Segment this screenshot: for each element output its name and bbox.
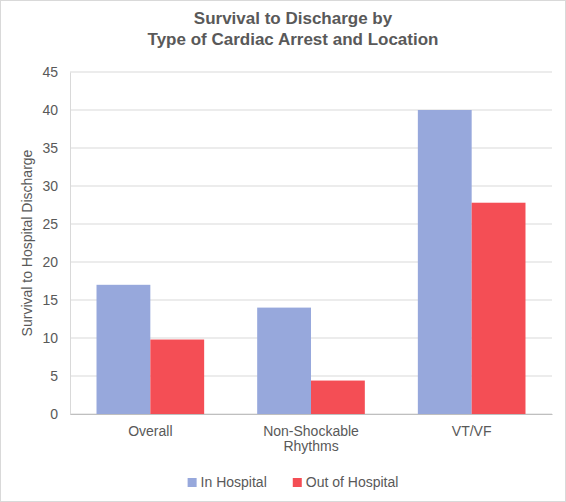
grid-line	[70, 72, 552, 73]
legend-swatch	[188, 478, 197, 487]
y-tick-label: 40	[42, 102, 58, 118]
y-tick-label: 15	[42, 292, 58, 308]
y-tick: 20	[42, 254, 70, 270]
x-tick: Non-ShockableRhythms	[263, 414, 359, 454]
series	[97, 110, 472, 414]
legend-item: In Hospital	[188, 474, 267, 490]
title: Survival to Discharge by Type of Cardiac …	[148, 9, 439, 49]
grid-line	[70, 186, 552, 187]
bar	[418, 110, 472, 414]
y-tick: 30	[42, 178, 70, 194]
x-axis-line	[71, 414, 553, 415]
legend: In Hospital Out of Hospital	[188, 474, 399, 490]
x-tick-label: Overall	[128, 423, 172, 439]
x-tick-label-line: Rhythms	[283, 438, 338, 454]
bar	[257, 308, 311, 414]
y-tick-label: 20	[42, 254, 58, 270]
y-tick: 15	[42, 292, 70, 308]
bar	[472, 203, 526, 414]
bar	[311, 381, 365, 414]
legend-label: Out of Hospital	[306, 474, 399, 490]
y-axis-title: Survival to Hospital Discharge	[19, 149, 35, 336]
y-tick: 35	[42, 140, 70, 156]
series	[150, 203, 525, 414]
y-tick: 40	[42, 102, 70, 118]
x-tick: Overall	[128, 414, 172, 439]
y-tick: 25	[42, 216, 70, 232]
y-tick: 0	[50, 406, 70, 422]
chart-frame	[1, 1, 566, 502]
y-tick-label: 25	[42, 216, 58, 232]
x-tick-label: Non-ShockableRhythms	[263, 423, 359, 454]
bar	[150, 340, 204, 414]
chart: Survival to Discharge by Type of Cardiac …	[0, 0, 566, 502]
y-tick: 45	[42, 64, 70, 80]
y-tick-label: 0	[50, 406, 58, 422]
legend-label: In Hospital	[201, 474, 267, 490]
bars	[97, 110, 526, 414]
x-tick-label-line: Non-Shockable	[263, 423, 359, 439]
y-tick-label: 30	[42, 178, 58, 194]
y-tick-label: 45	[42, 64, 58, 80]
y-tick-label: 35	[42, 140, 58, 156]
legend-swatch	[293, 478, 302, 487]
grid-line	[70, 110, 552, 111]
x-tick: VT/VF	[452, 414, 492, 439]
legend-item: Out of Hospital	[293, 474, 399, 490]
x-axis: Overall Non-ShockableRhythms VT/VF	[71, 414, 553, 454]
y-tick: 5	[50, 368, 70, 384]
y-tick-label: 10	[42, 330, 58, 346]
y-axis-line	[70, 73, 71, 415]
x-tick-label: VT/VF	[452, 423, 492, 439]
y-tick: 10	[42, 330, 70, 346]
y-axis: 0 5 10 15 20 25 30 35 40 45	[42, 64, 70, 422]
y-tick-label: 5	[50, 368, 58, 384]
title-line: Survival to Discharge by	[194, 9, 393, 28]
title-line: Type of Cardiac Arrest and Location	[148, 30, 439, 49]
bar	[97, 285, 151, 414]
grid-line	[70, 148, 552, 149]
grid	[70, 72, 552, 414]
